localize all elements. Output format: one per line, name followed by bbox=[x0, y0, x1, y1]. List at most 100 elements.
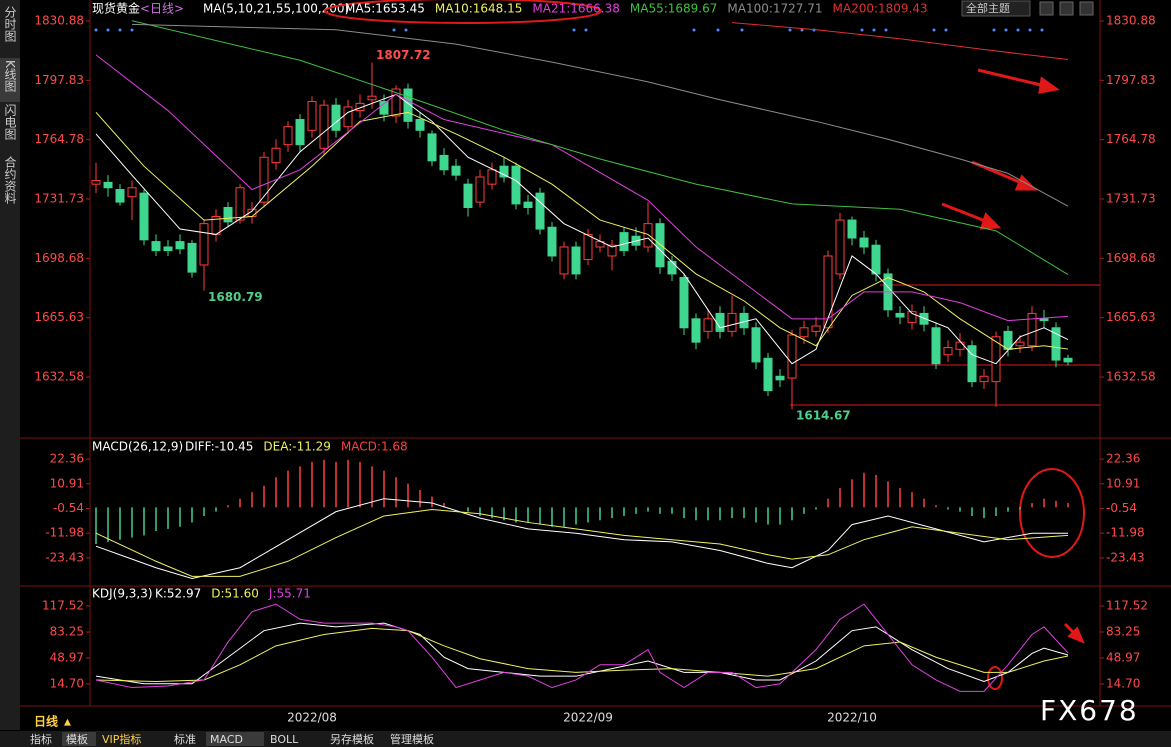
candle-body bbox=[691, 318, 701, 343]
candle-body bbox=[667, 260, 677, 275]
candle-body bbox=[295, 119, 305, 146]
signal-dot bbox=[788, 28, 792, 32]
indicator-label: MA(5,10,21,55,100,200) bbox=[203, 2, 349, 16]
signal-dot bbox=[992, 28, 996, 32]
theme-button[interactable] bbox=[961, 0, 1031, 17]
legend-entry: MA55:1689.67 bbox=[630, 2, 718, 16]
candle-body bbox=[907, 311, 917, 323]
y-tick-label: 1731.73 bbox=[34, 192, 84, 206]
toolbar-tab[interactable]: 指标 bbox=[30, 732, 52, 746]
arrow-head bbox=[979, 212, 1002, 230]
indicator-line bbox=[95, 111, 1069, 350]
highlight-ellipse bbox=[987, 666, 1003, 690]
y-tick-label: 1665.63 bbox=[1106, 310, 1156, 324]
candle-body bbox=[283, 126, 293, 146]
y-tick-label: 22.36 bbox=[50, 452, 84, 466]
indicator-line bbox=[95, 627, 1069, 682]
sidebar-tab[interactable]: 分时图 bbox=[3, 6, 17, 42]
toolbar-tab-bg bbox=[62, 732, 96, 746]
sidebar bbox=[0, 0, 20, 730]
y-tick-label: 1698.68 bbox=[1106, 251, 1156, 265]
chart-title: 现货黄金 bbox=[92, 1, 140, 16]
signal-dot bbox=[800, 28, 804, 32]
toolbar-tabs: 指标 模板 VIP指标 标准 MACD BOLL 另存模板 管理模板 bbox=[26, 732, 444, 746]
y-tick-label: 1731.73 bbox=[1106, 192, 1156, 206]
toolbar-tab-bg bbox=[326, 732, 384, 746]
legend-entry: MACD:1.68 bbox=[341, 440, 408, 454]
sidebar-tab[interactable]: 合约资料 bbox=[3, 155, 17, 204]
signal-dot bbox=[692, 28, 696, 32]
toolbar-tab[interactable]: 模板 bbox=[66, 732, 88, 746]
signal-dot bbox=[118, 28, 122, 32]
theme-button-text: 全部主题 bbox=[966, 1, 1010, 15]
y-tick-label: 1830.88 bbox=[1106, 14, 1156, 28]
toolbar-tab-bg bbox=[170, 732, 204, 746]
candle-body bbox=[463, 183, 473, 209]
candle-body bbox=[223, 207, 233, 223]
toolbar-tab[interactable]: 管理模板 bbox=[390, 732, 434, 746]
candle-body bbox=[1027, 312, 1037, 347]
candle-body bbox=[151, 241, 161, 252]
toolbar-tab[interactable]: 标准 bbox=[174, 732, 196, 746]
signal-dot bbox=[572, 28, 576, 32]
signal-dot bbox=[584, 28, 588, 32]
toolbar-tab-bg bbox=[266, 732, 324, 746]
indicator-line bbox=[95, 508, 1069, 577]
candle-body bbox=[787, 334, 797, 379]
candle-body bbox=[91, 180, 101, 185]
toolbar-tab[interactable]: BOLL bbox=[270, 733, 299, 746]
arrow bbox=[941, 202, 989, 224]
sidebar-tab[interactable]: K线图 bbox=[3, 60, 17, 92]
candle-body bbox=[307, 101, 317, 131]
candle-body bbox=[175, 241, 185, 250]
x-tick-label: 2022/10 bbox=[827, 711, 877, 725]
candle-body bbox=[319, 104, 329, 149]
candle-body bbox=[763, 357, 773, 392]
candle-body bbox=[571, 246, 581, 275]
candle-body bbox=[547, 226, 557, 257]
extreme-label: 1614.67 bbox=[796, 409, 851, 423]
candle-body bbox=[199, 223, 209, 266]
candle-body bbox=[775, 375, 785, 381]
arrow bbox=[977, 68, 1046, 88]
legend-entry: D:51.60 bbox=[211, 587, 259, 601]
y-tick-label: 48.97 bbox=[50, 651, 84, 665]
y-tick-label: 1764.78 bbox=[1106, 132, 1156, 146]
window-button[interactable] bbox=[1079, 1, 1094, 16]
candle-body bbox=[655, 223, 665, 268]
candle-body bbox=[487, 169, 497, 185]
candle-body bbox=[931, 327, 941, 365]
y-tick-label: 14.70 bbox=[1106, 676, 1140, 690]
window-button[interactable] bbox=[1059, 1, 1074, 16]
candle-body bbox=[115, 189, 125, 203]
indicator-line bbox=[131, 20, 1069, 275]
indicator-line bbox=[95, 93, 1069, 365]
kdj-title: KDJ(9,3,3) bbox=[92, 587, 153, 601]
y-tick-label: 117.52 bbox=[1106, 599, 1148, 613]
candle-body bbox=[715, 312, 725, 332]
toolbar-tab[interactable]: 另存模板 bbox=[330, 732, 374, 746]
y-tick-label: 1797.83 bbox=[1106, 73, 1156, 87]
y-tick-label: -0.54 bbox=[53, 501, 84, 515]
candle-body bbox=[403, 88, 413, 122]
legend-entry: MA5:1653.45 bbox=[345, 2, 425, 16]
y-tick-label: 1665.63 bbox=[34, 310, 84, 324]
macd-title: MACD(26,12,9) bbox=[92, 440, 183, 454]
candle-body bbox=[847, 219, 857, 239]
candle-body bbox=[163, 246, 173, 252]
period-tab[interactable]: 日线 bbox=[34, 714, 58, 729]
y-tick-label: 1632.58 bbox=[1106, 370, 1156, 384]
candle-body bbox=[523, 201, 533, 209]
window-button[interactable] bbox=[1039, 1, 1054, 16]
sidebar-tab[interactable]: 闪电图 bbox=[3, 104, 17, 140]
candle-body bbox=[391, 88, 401, 117]
toolbar-tab[interactable]: VIP指标 bbox=[102, 732, 141, 746]
indicator-line bbox=[95, 498, 1068, 580]
candle-body bbox=[499, 165, 509, 178]
candle-body bbox=[511, 165, 521, 205]
toolbar-tab-bg bbox=[26, 732, 60, 746]
candle-body bbox=[979, 375, 989, 383]
candle-body bbox=[679, 277, 689, 329]
toolbar-tab[interactable]: MACD bbox=[210, 733, 243, 746]
